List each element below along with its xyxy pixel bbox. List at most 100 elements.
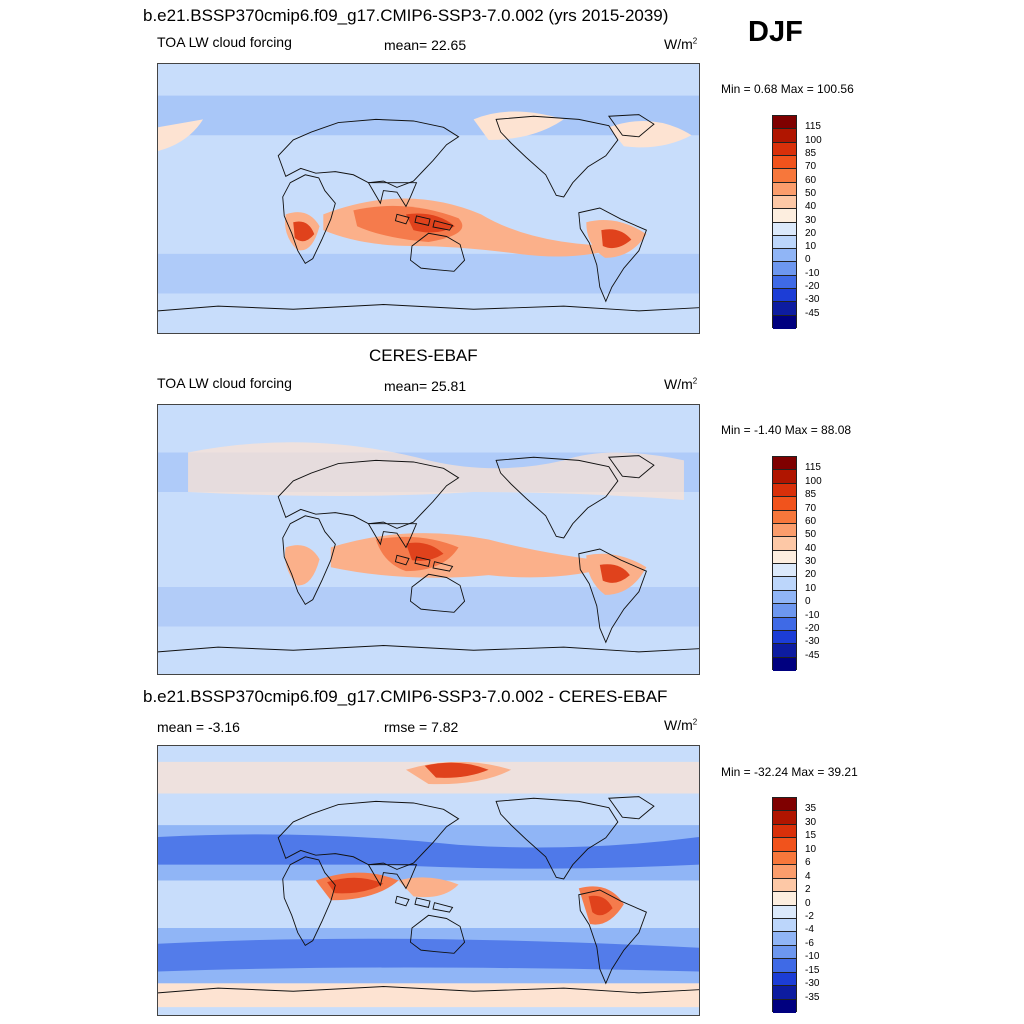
colorbar-tick-label: 115 — [805, 462, 821, 474]
colorbar-tick-label: -35 — [805, 991, 820, 1003]
colorbar-tick-label: -30 — [805, 294, 820, 306]
colorbar-tick-label: 20 — [805, 227, 817, 239]
colorbar-swatch — [773, 523, 796, 538]
panel2-title: CERES-EBAF — [369, 346, 478, 365]
coastline — [282, 515, 336, 606]
panel1-variable-label: TOA LW cloud forcing — [157, 34, 292, 50]
field-contour — [158, 834, 699, 869]
colorbar-swatch — [773, 235, 796, 250]
field-contour — [601, 229, 632, 249]
colorbar-tick-label: 35 — [805, 803, 817, 815]
colorbar-swatch — [773, 222, 796, 236]
colorbar-swatch — [773, 195, 796, 210]
colorbar-swatch — [773, 537, 796, 551]
map-canvas — [158, 746, 699, 1015]
colorbar-tick-label: 70 — [805, 161, 817, 173]
field-contour — [353, 205, 463, 243]
colorbar-swatch — [773, 959, 796, 973]
colorbar-tick-label: -15 — [805, 964, 820, 976]
coastline — [495, 115, 619, 198]
coastline — [607, 455, 655, 479]
panel3-units: W/m2 — [664, 717, 698, 733]
coastline — [409, 914, 466, 954]
coastline — [277, 800, 460, 870]
colorbar-tick-label: 0 — [805, 596, 811, 608]
coastline — [277, 118, 460, 188]
colorbar-tick-label: -2 — [805, 910, 814, 922]
field-contour — [158, 253, 699, 294]
colorbar-tick-label: 10 — [805, 241, 817, 253]
field-contour — [398, 877, 459, 898]
colorbar-swatch — [773, 798, 796, 812]
colorbar-swatch — [773, 470, 796, 484]
coastline — [394, 213, 454, 231]
coastline — [607, 114, 655, 138]
colorbar-tick-label: 85 — [805, 489, 817, 501]
colorbar-swatch — [773, 630, 796, 645]
panel3-title: b.e21.BSSP370cmip6.f09_g17.CMIP6-SSP3-7.… — [143, 687, 668, 706]
field-contour — [158, 95, 699, 136]
field-contour — [424, 762, 489, 778]
field-contour — [588, 895, 613, 916]
colorbar-tick-label: 40 — [805, 542, 817, 554]
panel2-variable-label: TOA LW cloud forcing — [157, 375, 292, 391]
field-contour — [473, 111, 564, 140]
panel2-colorbar — [772, 456, 797, 671]
colorbar-swatch — [773, 824, 796, 839]
field-contour — [293, 221, 315, 242]
colorbar-tick-label: 4 — [805, 870, 811, 882]
colorbar-swatch — [773, 510, 796, 524]
colorbar-swatch — [773, 315, 796, 329]
panel1-units: W/m2 — [664, 36, 698, 52]
colorbar-tick-label: -20 — [805, 281, 820, 293]
colorbar-swatch — [773, 657, 796, 671]
colorbar-tick-label: 10 — [805, 582, 817, 594]
colorbar-tick-label: -10 — [805, 609, 820, 621]
colorbar-swatch — [773, 483, 796, 498]
colorbar-swatch — [773, 169, 796, 183]
coastline — [578, 548, 647, 644]
field-contour — [158, 586, 699, 627]
panel3-rmse-label: rmse = 7.82 — [384, 719, 459, 735]
colorbar-tick-label: -45 — [805, 307, 820, 319]
colorbar-swatch — [773, 289, 796, 303]
coastline — [282, 856, 336, 947]
panel1-colorbar — [772, 115, 797, 329]
map-canvas — [158, 64, 699, 333]
colorbar-tick-label: 15 — [805, 830, 817, 842]
colorbar-tick-label: 70 — [805, 502, 817, 514]
colorbar-swatch — [773, 617, 796, 631]
coastline — [394, 895, 454, 913]
field-contour — [284, 545, 320, 586]
colorbar-swatch — [773, 249, 796, 263]
colorbar-tick-label: 0 — [805, 254, 811, 266]
colorbar-tick-label: 85 — [805, 147, 817, 159]
colorbar-swatch — [773, 302, 796, 316]
colorbar-swatch — [773, 811, 796, 825]
colorbar-tick-label: 20 — [805, 569, 817, 581]
panel2-minmax: Min = -1.40 Max = 88.08 — [721, 423, 852, 437]
colorbar-swatch — [773, 155, 796, 170]
coastline — [277, 459, 460, 529]
colorbar-tick-label: -20 — [805, 622, 820, 634]
season-label: DJF — [748, 16, 803, 48]
field-contour — [405, 213, 455, 233]
colorbar-swatch — [773, 918, 796, 933]
colorbar-swatch — [773, 275, 796, 290]
colorbar-tick-label: 2 — [805, 884, 811, 896]
coastline — [495, 456, 619, 539]
colorbar-tick-label: -10 — [805, 951, 820, 963]
panel1-minmax: Min = 0.68 Max = 100.56 — [721, 82, 854, 96]
colorbar-tick-label: 100 — [805, 475, 822, 487]
colorbar-tick-label: -30 — [805, 636, 820, 648]
colorbar-swatch — [773, 590, 796, 605]
panel2-map — [157, 404, 700, 675]
colorbar-tick-label: 115 — [805, 121, 821, 133]
colorbar-tick-label: 30 — [805, 556, 817, 567]
colorbar-swatch — [773, 142, 796, 156]
colorbar-tick-label: 30 — [805, 816, 817, 828]
colorbar-tick-label: 60 — [805, 515, 817, 527]
colorbar-swatch — [773, 865, 796, 879]
colorbar-swatch — [773, 851, 796, 866]
colorbar-tick-label: 30 — [805, 214, 817, 226]
